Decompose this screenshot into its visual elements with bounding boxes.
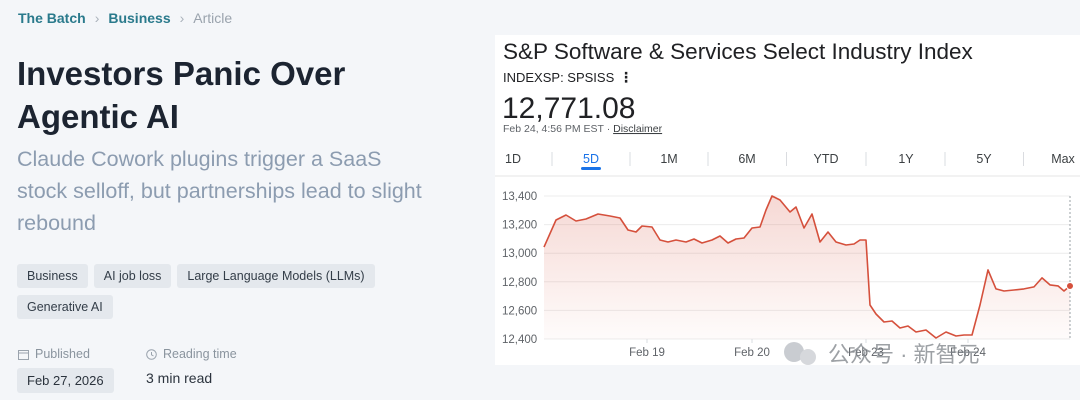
y-tick-label: 12,400	[502, 334, 537, 346]
range-tab[interactable]: 1Y	[898, 152, 914, 166]
price: 12,771.08	[502, 92, 635, 125]
tag[interactable]: Large Language Models (LLMs)	[177, 264, 375, 288]
y-tick-label: 13,400	[502, 191, 537, 203]
label: Published	[35, 347, 90, 361]
breadcrumb-link[interactable]: The Batch	[18, 10, 86, 26]
plot: 12,400 12,600 12,800 13,000 13,200 13,400 Feb …	[502, 191, 1074, 359]
article-title: Investors Panic Over Agentic AI	[17, 55, 346, 135]
x-tick-label: Feb 20	[734, 347, 770, 359]
published-label: Published	[18, 347, 90, 361]
range-tab[interactable]: Max	[1051, 152, 1075, 166]
clock-icon	[146, 348, 157, 360]
reading-time: 3 min read	[146, 370, 213, 386]
range-tab[interactable]: 6M	[738, 152, 755, 166]
y-tick-label: 13,200	[502, 220, 537, 232]
chart-title: S&P Software & Services Select Industry …	[503, 39, 974, 64]
y-tick-label: 12,600	[502, 305, 537, 317]
article-subtitle: Claude Cowork plugins trigger a SaaS sto…	[17, 147, 422, 235]
watermark: 公众号 · 新智元	[784, 342, 980, 367]
ticker: INDEXSP: SPSISS	[503, 70, 615, 85]
more-icon[interactable]: ⋮	[619, 69, 633, 85]
range-tab[interactable]: 5D	[583, 152, 599, 166]
breadcrumb-link[interactable]: Business	[108, 10, 171, 26]
published-date: Feb 27, 2026	[17, 368, 114, 393]
timestamp: Feb 24, 4:56 PM EST · Disclaimer	[503, 123, 663, 135]
time: Feb 24, 4:56 PM EST ·	[503, 123, 613, 135]
watermark-icon	[784, 342, 804, 362]
reading-time-label: Reading time	[146, 347, 237, 361]
area	[544, 196, 1070, 339]
watermark-text: 公众号 · 新智元	[828, 342, 980, 367]
active-indicator	[581, 167, 601, 170]
y-tick-label: 12,800	[502, 277, 537, 289]
tag[interactable]: Business	[17, 264, 88, 288]
tag-list: Business AI job loss Large Language Mode…	[17, 264, 437, 319]
watermark-icon	[800, 349, 816, 365]
tag[interactable]: Generative AI	[17, 295, 113, 319]
range-tab[interactable]: YTD	[814, 152, 839, 166]
breadcrumb: The Batch › Business › Article	[18, 10, 233, 26]
range-tab[interactable]: 1M	[660, 152, 677, 166]
range-tab[interactable]: 1D	[505, 152, 521, 166]
range-tab[interactable]: 5Y	[976, 152, 992, 166]
x-tick-label: Feb 19	[629, 347, 665, 359]
x-tick-label: Feb 23	[848, 347, 884, 359]
disclaimer-link[interactable]: Disclaimer	[613, 123, 663, 135]
tag[interactable]: AI job loss	[93, 264, 172, 288]
range-tabs: 1D 5D 1M 6M YTD 1Y 5Y Max	[505, 152, 1076, 170]
calendar-icon	[18, 349, 29, 360]
last-point	[1066, 281, 1074, 290]
x-tick-label: Feb 24	[950, 347, 986, 359]
line	[543, 195, 1071, 339]
label: Reading time	[163, 347, 237, 361]
y-tick-label: 13,000	[502, 248, 537, 260]
breadcrumb-current: Article	[193, 10, 233, 26]
